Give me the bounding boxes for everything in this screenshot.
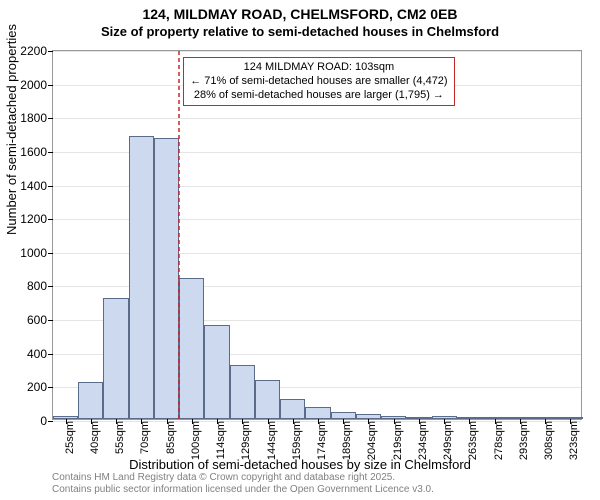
histogram-bar	[230, 365, 255, 419]
y-tick-label: 400	[7, 347, 47, 361]
x-tick-label: 70sqm	[139, 421, 151, 454]
marker-line	[178, 51, 180, 421]
y-tick-mark	[48, 51, 53, 52]
y-tick-label: 1600	[7, 145, 47, 159]
histogram-bar	[154, 138, 179, 419]
x-tick-label: 85sqm	[165, 421, 177, 454]
x-tick-label: 55sqm	[114, 421, 126, 454]
y-tick-mark	[48, 253, 53, 254]
histogram-bar	[280, 399, 305, 419]
x-tick-label: 144sqm	[266, 421, 278, 460]
y-tick-label: 1000	[7, 246, 47, 260]
y-tick-mark	[48, 354, 53, 355]
y-tick-mark	[48, 118, 53, 119]
histogram-bar	[179, 278, 204, 419]
x-tick-label: 278sqm	[493, 421, 505, 460]
y-tick-label: 1800	[7, 111, 47, 125]
y-tick-label: 0	[7, 414, 47, 428]
histogram-bar	[129, 136, 154, 419]
title-line2: Size of property relative to semi-detach…	[0, 24, 600, 39]
y-tick-label: 2200	[7, 44, 47, 58]
footer-line2: Contains public sector information licen…	[52, 484, 434, 496]
histogram-bar	[204, 325, 229, 419]
x-tick-label: 204sqm	[366, 421, 378, 460]
x-tick-label: 234sqm	[417, 421, 429, 460]
annotation-line1: 124 MILDMAY ROAD: 103sqm	[190, 61, 447, 75]
histogram-bar	[255, 380, 280, 419]
annotation-line2: ← 71% of semi-detached houses are smalle…	[190, 75, 447, 89]
x-tick-label: 323sqm	[568, 421, 580, 460]
y-tick-label: 1200	[7, 212, 47, 226]
y-tick-label: 600	[7, 313, 47, 327]
chart-title: 124, MILDMAY ROAD, CHELMSFORD, CM2 0EB S…	[0, 0, 600, 39]
x-tick-label: 263sqm	[467, 421, 479, 460]
x-tick-label: 100sqm	[190, 421, 202, 460]
title-line1: 124, MILDMAY ROAD, CHELMSFORD, CM2 0EB	[0, 6, 600, 22]
y-tick-mark	[48, 85, 53, 86]
footer-line1: Contains HM Land Registry data © Crown c…	[52, 472, 434, 484]
gridline	[53, 51, 581, 52]
x-tick-label: 25sqm	[64, 421, 76, 454]
x-tick-label: 293sqm	[518, 421, 530, 460]
histogram-bar	[78, 382, 103, 419]
x-tick-label: 114sqm	[215, 421, 227, 459]
footer-attribution: Contains HM Land Registry data © Crown c…	[52, 472, 434, 496]
plot-area: 0200400600800100012001400160018002000220…	[52, 50, 582, 420]
y-tick-label: 200	[7, 380, 47, 394]
x-tick-label: 308sqm	[543, 421, 555, 460]
y-tick-mark	[48, 421, 53, 422]
x-tick-label: 249sqm	[442, 421, 454, 460]
histogram-bar	[103, 298, 128, 419]
annotation-box: 124 MILDMAY ROAD: 103sqm← 71% of semi-de…	[183, 57, 454, 106]
x-tick-label: 219sqm	[392, 421, 404, 460]
x-tick-label: 174sqm	[316, 421, 328, 460]
histogram-bar	[331, 412, 356, 419]
y-tick-mark	[48, 186, 53, 187]
x-axis-label: Distribution of semi-detached houses by …	[0, 457, 600, 472]
histogram-bar	[305, 407, 330, 419]
x-tick-label: 40sqm	[89, 421, 101, 454]
y-tick-mark	[48, 152, 53, 153]
x-tick-label: 189sqm	[341, 421, 353, 460]
y-tick-mark	[48, 320, 53, 321]
y-tick-label: 1400	[7, 179, 47, 193]
y-tick-label: 800	[7, 279, 47, 293]
chart-area: 0200400600800100012001400160018002000220…	[52, 50, 582, 420]
y-tick-mark	[48, 286, 53, 287]
y-tick-mark	[48, 219, 53, 220]
y-tick-label: 2000	[7, 78, 47, 92]
x-tick-label: 129sqm	[240, 421, 252, 460]
gridline	[53, 118, 581, 119]
y-tick-mark	[48, 387, 53, 388]
annotation-line3: 28% of semi-detached houses are larger (…	[190, 89, 447, 103]
x-tick-label: 159sqm	[291, 421, 303, 460]
